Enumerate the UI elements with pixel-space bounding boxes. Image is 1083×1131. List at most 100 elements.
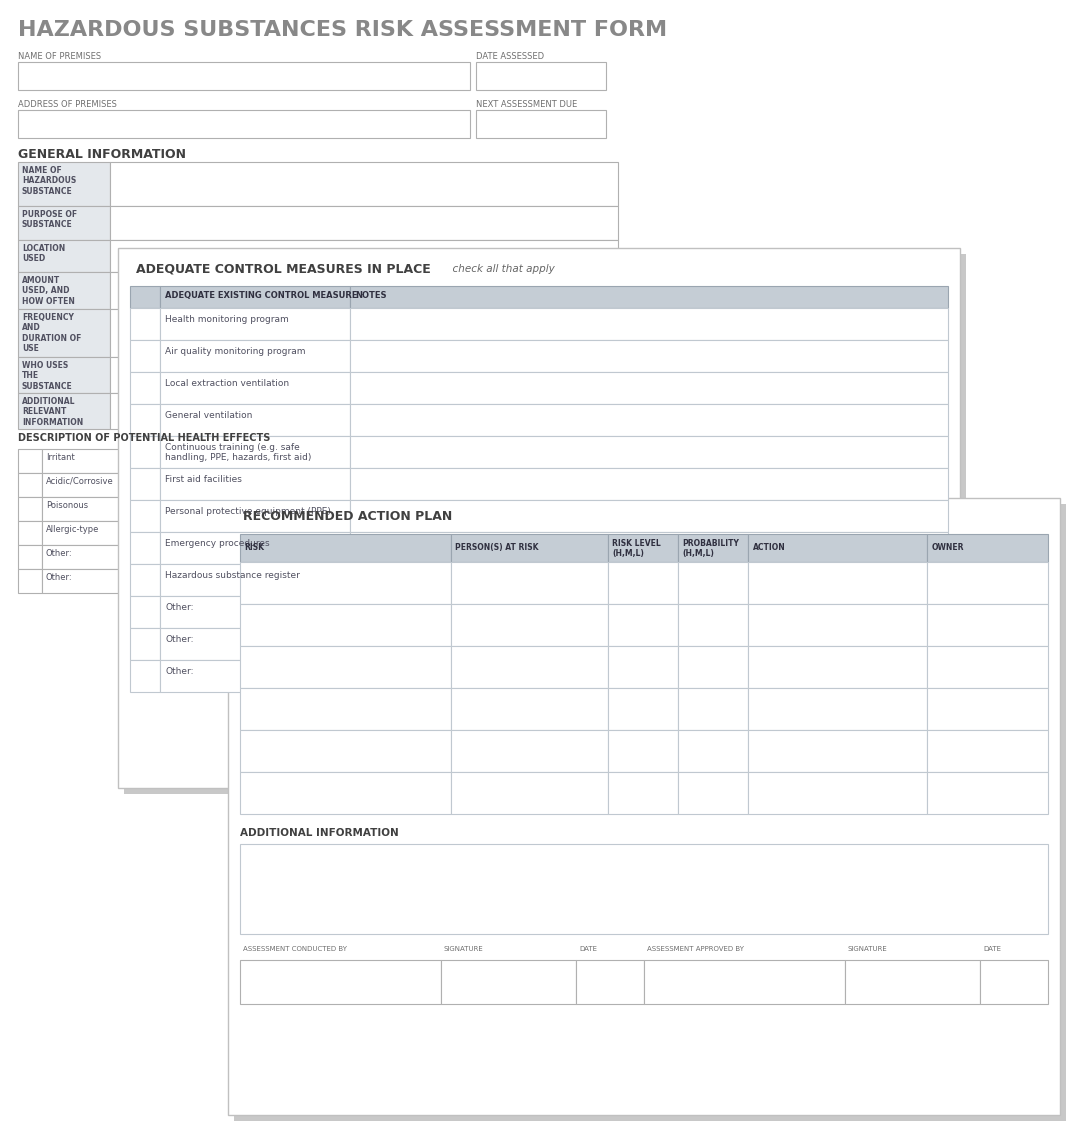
Bar bbox=[18, 206, 110, 240]
Text: RISK LEVEL: RISK LEVEL bbox=[612, 539, 661, 549]
Bar bbox=[110, 162, 618, 206]
Bar bbox=[452, 772, 609, 814]
Bar bbox=[130, 404, 160, 435]
Bar bbox=[160, 435, 350, 468]
Bar bbox=[452, 562, 609, 604]
Bar bbox=[609, 534, 678, 562]
Bar bbox=[18, 392, 110, 429]
Bar bbox=[234, 504, 1066, 1121]
Text: DATE: DATE bbox=[983, 946, 1001, 952]
Bar bbox=[130, 500, 160, 532]
Bar bbox=[18, 569, 42, 593]
Bar bbox=[350, 532, 948, 564]
Text: Personal protective equipment (PPE): Personal protective equipment (PPE) bbox=[165, 507, 331, 516]
Text: ACTION: ACTION bbox=[753, 543, 785, 552]
Bar bbox=[678, 562, 748, 604]
Bar bbox=[350, 404, 948, 435]
Text: NAME OF
HAZARDOUS
SUBSTANCE: NAME OF HAZARDOUS SUBSTANCE bbox=[22, 166, 76, 196]
Text: NAME OF PREMISES: NAME OF PREMISES bbox=[18, 52, 101, 61]
Bar bbox=[350, 286, 948, 308]
Bar bbox=[477, 62, 606, 90]
Bar bbox=[678, 646, 748, 688]
Bar bbox=[18, 449, 42, 473]
Bar bbox=[160, 308, 350, 340]
Text: Acidic/Corrosive: Acidic/Corrosive bbox=[45, 477, 114, 486]
Text: Other:: Other: bbox=[165, 634, 194, 644]
Bar bbox=[609, 688, 678, 729]
Bar bbox=[18, 545, 42, 569]
Bar bbox=[240, 844, 1048, 934]
Text: WHO USES
THE
SUBSTANCE: WHO USES THE SUBSTANCE bbox=[22, 361, 73, 391]
Bar bbox=[123, 254, 966, 794]
Bar bbox=[110, 240, 618, 271]
Text: General ventilation: General ventilation bbox=[165, 411, 252, 420]
Bar bbox=[748, 534, 927, 562]
Bar bbox=[609, 562, 678, 604]
Text: ADEQUATE CONTROL MEASURES IN PLACE: ADEQUATE CONTROL MEASURES IN PLACE bbox=[136, 262, 431, 275]
Bar bbox=[350, 435, 948, 468]
Bar bbox=[477, 110, 606, 138]
Bar bbox=[130, 435, 160, 468]
Bar bbox=[678, 688, 748, 729]
Bar bbox=[748, 562, 927, 604]
Bar bbox=[160, 340, 350, 372]
Text: SIGNATURE: SIGNATURE bbox=[444, 946, 483, 952]
Bar bbox=[18, 521, 42, 545]
Text: RECOMMENDED ACTION PLAN: RECOMMENDED ACTION PLAN bbox=[243, 510, 453, 523]
Bar bbox=[130, 596, 160, 628]
Bar bbox=[927, 604, 1048, 646]
Bar bbox=[160, 532, 350, 564]
Bar bbox=[350, 661, 948, 692]
Bar bbox=[160, 404, 350, 435]
Text: Emergency procedures: Emergency procedures bbox=[165, 539, 270, 549]
Bar bbox=[240, 562, 452, 604]
Text: Other:: Other: bbox=[45, 549, 73, 558]
Bar bbox=[452, 604, 609, 646]
Text: DATE ASSESSED: DATE ASSESSED bbox=[477, 52, 544, 61]
Bar bbox=[678, 772, 748, 814]
Bar bbox=[350, 564, 948, 596]
Bar bbox=[160, 628, 350, 661]
Bar bbox=[130, 564, 160, 596]
Bar bbox=[18, 110, 470, 138]
Bar bbox=[748, 729, 927, 772]
Text: Other:: Other: bbox=[45, 573, 73, 582]
Bar bbox=[160, 564, 350, 596]
Bar bbox=[18, 309, 110, 357]
Text: Hazardous substance register: Hazardous substance register bbox=[165, 571, 300, 580]
Bar bbox=[452, 729, 609, 772]
Bar bbox=[240, 772, 452, 814]
Bar bbox=[452, 534, 609, 562]
Text: Health monitoring program: Health monitoring program bbox=[165, 316, 289, 323]
Text: (H,M,L): (H,M,L) bbox=[682, 549, 715, 558]
Bar bbox=[18, 162, 110, 206]
Bar bbox=[240, 604, 452, 646]
Text: PURPOSE OF
SUBSTANCE: PURPOSE OF SUBSTANCE bbox=[22, 210, 77, 230]
Bar bbox=[160, 468, 350, 500]
Bar bbox=[42, 545, 134, 569]
Bar bbox=[118, 248, 960, 788]
Bar bbox=[240, 646, 452, 688]
Bar bbox=[748, 688, 927, 729]
Text: GENERAL INFORMATION: GENERAL INFORMATION bbox=[18, 148, 186, 161]
Text: ADDITIONAL INFORMATION: ADDITIONAL INFORMATION bbox=[240, 828, 399, 838]
Bar bbox=[927, 729, 1048, 772]
Bar bbox=[644, 960, 845, 1004]
Bar bbox=[452, 646, 609, 688]
Text: AMOUNT
USED, AND
HOW OFTEN: AMOUNT USED, AND HOW OFTEN bbox=[22, 276, 75, 305]
Bar bbox=[110, 309, 618, 357]
Bar bbox=[42, 521, 134, 545]
Text: ADEQUATE EXISTING CONTROL MEASURE: ADEQUATE EXISTING CONTROL MEASURE bbox=[165, 291, 357, 300]
Bar bbox=[160, 661, 350, 692]
Bar bbox=[350, 372, 948, 404]
Text: PERSON(S) AT RISK: PERSON(S) AT RISK bbox=[455, 543, 539, 552]
Bar bbox=[350, 468, 948, 500]
Bar bbox=[609, 604, 678, 646]
Bar bbox=[240, 688, 452, 729]
Bar bbox=[42, 569, 134, 593]
Bar bbox=[748, 646, 927, 688]
Bar bbox=[130, 661, 160, 692]
Bar bbox=[130, 340, 160, 372]
Bar bbox=[350, 500, 948, 532]
Text: PROBABILITY: PROBABILITY bbox=[682, 539, 740, 549]
